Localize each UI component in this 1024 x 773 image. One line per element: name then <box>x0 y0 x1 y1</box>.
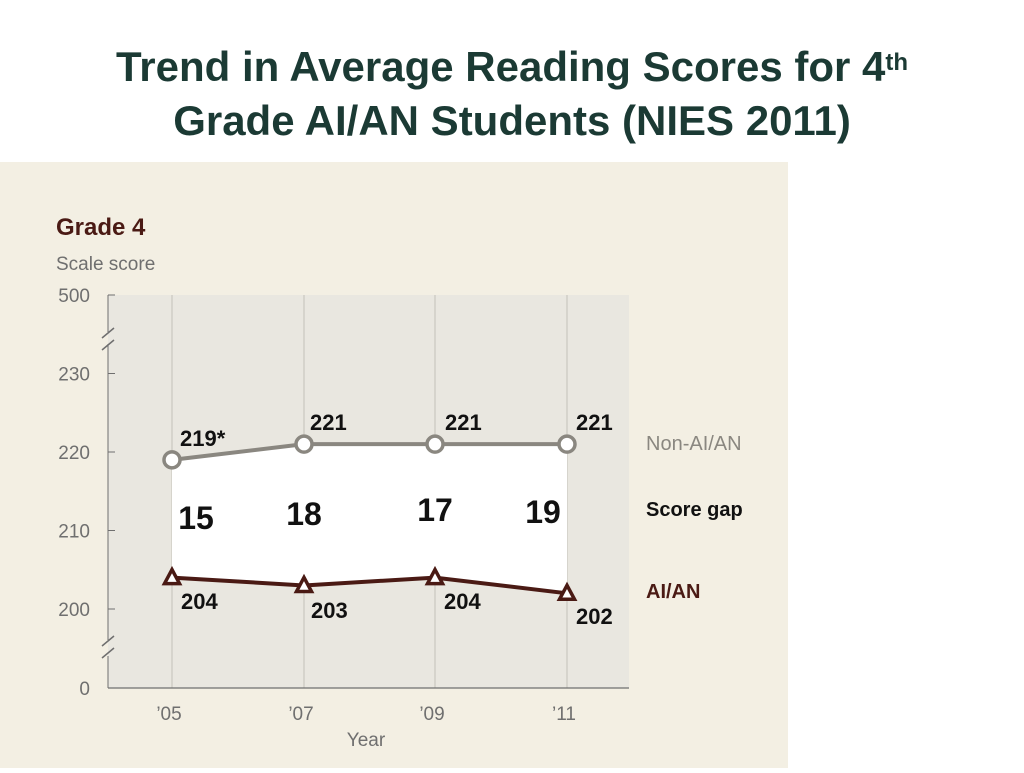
series-line-non-aian <box>171 442 567 462</box>
data-point-non-aian <box>425 434 445 454</box>
x-tick-label: ’09 <box>419 704 444 725</box>
slide-title: Trend in Average Reading Scores for 4th G… <box>40 40 984 148</box>
line-chart: 0 200 210 220 230 500 ’05 ’07 ’09 ’11 Grade 4 Scale… <box>56 214 743 751</box>
y-tick-label: 500 <box>58 286 90 307</box>
data-point-non-aian <box>162 450 182 470</box>
data-label-aian: 202 <box>576 604 613 629</box>
data-point-aian <box>293 573 315 594</box>
axis-break-mark <box>101 647 115 659</box>
chart-title: Grade 4 <box>56 214 146 241</box>
x-tick-label: ’11 <box>552 704 576 725</box>
chart-panel: 0 200 210 220 230 500 ’05 ’07 ’09 ’11 Grade 4 Scale… <box>0 162 788 768</box>
y-tick-label: 210 <box>58 522 90 543</box>
data-label-non-aian: 221 <box>445 410 482 435</box>
axis-break-mark <box>101 635 115 647</box>
legend-aian: AI/AN <box>646 581 700 603</box>
data-point-aian <box>424 565 446 586</box>
legend-score-gap: Score gap <box>646 499 743 521</box>
axis-break-mark <box>101 339 115 351</box>
title-part2: Grade AI/AN Students (NIES 2011) <box>173 97 851 144</box>
y-axis-label: Scale score <box>56 254 155 275</box>
y-tick-label: 230 <box>58 365 90 386</box>
score-gap-value: 15 <box>178 500 214 536</box>
y-tick-label: 220 <box>58 443 90 464</box>
x-axis-label: Year <box>347 730 386 751</box>
data-label-aian: 203 <box>311 598 348 623</box>
score-gap-value: 19 <box>525 494 561 530</box>
title-superscript: th <box>885 49 909 76</box>
data-point-non-aian <box>294 434 314 454</box>
data-label-aian: 204 <box>181 589 218 614</box>
legend-non-aian: Non-AI/AN <box>646 433 742 455</box>
data-label-non-aian: 219* <box>180 426 226 451</box>
y-tick-label: 0 <box>79 679 90 700</box>
score-gap-value: 18 <box>286 496 322 532</box>
data-label-non-aian: 221 <box>576 410 613 435</box>
axis-break-mark <box>101 327 115 339</box>
data-point-non-aian <box>557 434 577 454</box>
score-gap-value: 17 <box>417 492 453 528</box>
x-tick-label: ’05 <box>156 704 181 725</box>
x-tick-label: ’07 <box>288 704 313 725</box>
series-line-aian <box>171 575 568 596</box>
data-label-aian: 204 <box>444 589 481 614</box>
data-point-aian <box>556 581 578 602</box>
score-gap-band <box>172 444 567 594</box>
data-point-aian <box>161 565 183 586</box>
data-label-non-aian: 221 <box>310 410 347 435</box>
y-tick-label: 200 <box>58 600 90 621</box>
title-part1: Trend in Average Reading Scores for 4 <box>115 43 886 90</box>
